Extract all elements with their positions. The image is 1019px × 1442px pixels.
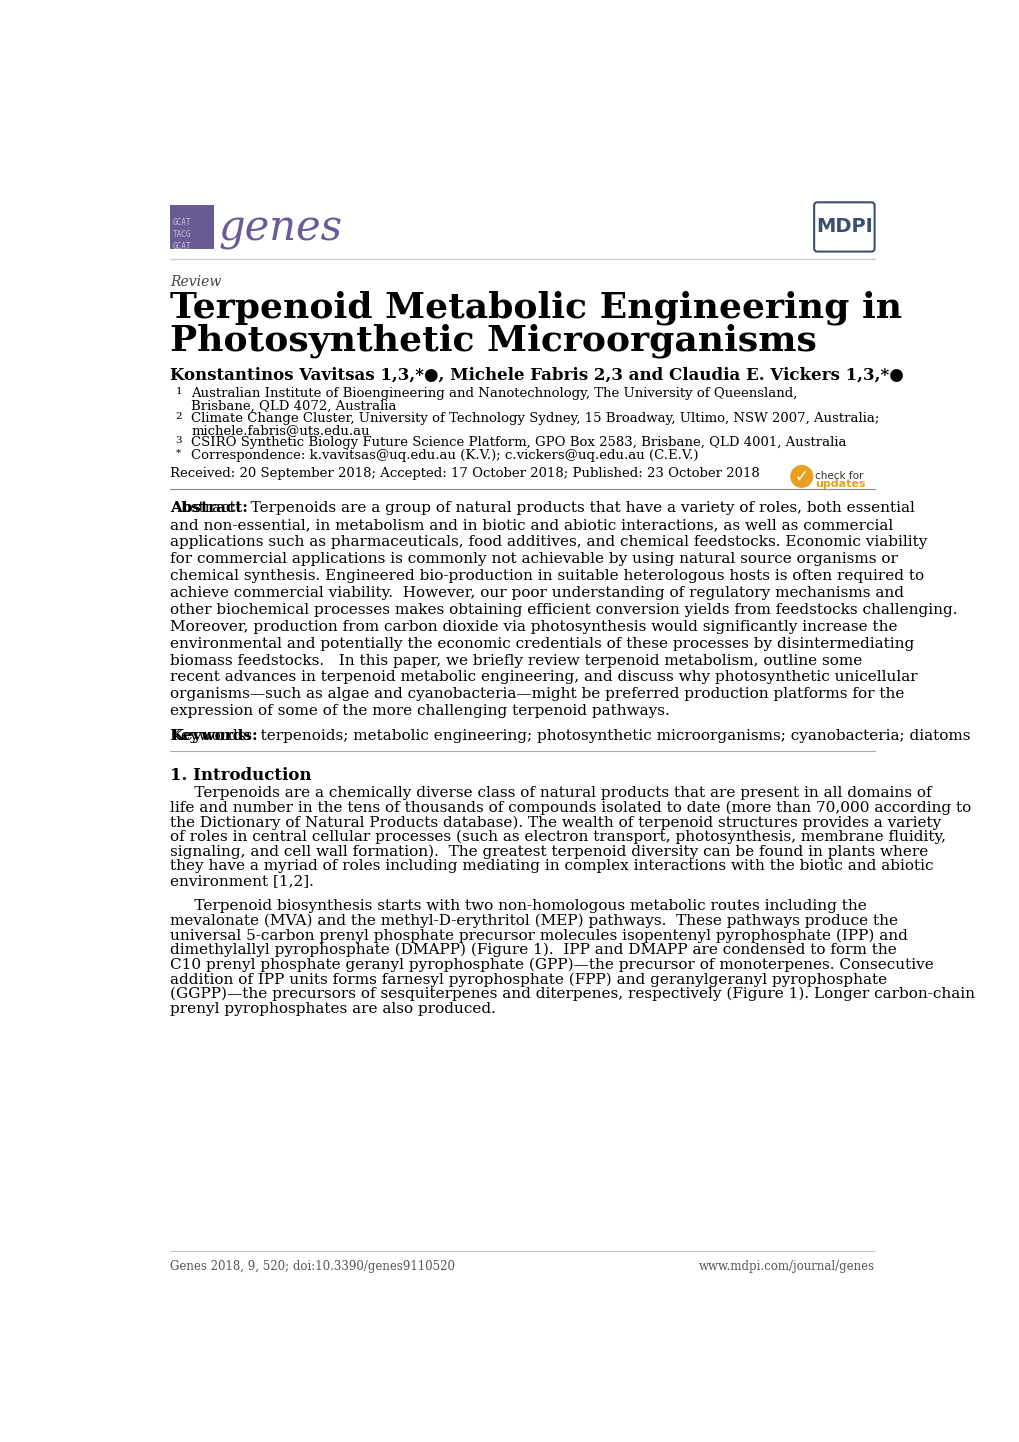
- Text: genes: genes: [218, 208, 341, 249]
- Text: Photosynthetic Microorganisms: Photosynthetic Microorganisms: [170, 323, 816, 358]
- Text: Abstract:: Abstract:: [170, 500, 248, 515]
- Text: life and number in the tens of thousands of compounds isolated to date (more tha: life and number in the tens of thousands…: [170, 800, 970, 815]
- Text: check for: check for: [814, 472, 862, 482]
- Text: organisms—such as algae and cyanobacteria—might be preferred production platform: organisms—such as algae and cyanobacteri…: [170, 688, 904, 701]
- Text: of roles in central cellular processes (such as electron transport, photosynthes: of roles in central cellular processes (…: [170, 829, 946, 844]
- Text: Terpenoid biosynthesis starts with two non-homologous metabolic routes including: Terpenoid biosynthesis starts with two n…: [170, 900, 866, 913]
- Text: prenyl pyrophosphates are also produced.: prenyl pyrophosphates are also produced.: [170, 1002, 495, 1015]
- Text: they have a myriad of roles including mediating in complex interactions with the: they have a myriad of roles including me…: [170, 859, 932, 872]
- Text: ✓: ✓: [794, 467, 808, 486]
- Text: updates: updates: [814, 479, 864, 489]
- Text: *: *: [175, 448, 180, 457]
- Text: achieve commercial viability.  However, our poor understanding of regulatory mec: achieve commercial viability. However, o…: [170, 585, 903, 600]
- Text: Terpenoid Metabolic Engineering in: Terpenoid Metabolic Engineering in: [170, 290, 902, 324]
- Text: environmental and potentially the economic credentials of these processes by dis: environmental and potentially the econom…: [170, 636, 913, 650]
- Text: CSIRO Synthetic Biology Future Science Platform, GPO Box 2583, Brisbane, QLD 400: CSIRO Synthetic Biology Future Science P…: [191, 437, 846, 450]
- Text: GCAT: GCAT: [172, 218, 191, 226]
- Text: the Dictionary of Natural Products database). The wealth of terpenoid structures: the Dictionary of Natural Products datab…: [170, 815, 941, 829]
- Text: MDPI: MDPI: [815, 218, 872, 236]
- Text: Genes 2018, 9, 520; doi:10.3390/genes9110520: Genes 2018, 9, 520; doi:10.3390/genes911…: [170, 1260, 454, 1273]
- Text: Climate Change Cluster, University of Technology Sydney, 15 Broadway, Ultimo, NS: Climate Change Cluster, University of Te…: [191, 412, 878, 425]
- Text: addition of IPP units forms farnesyl pyrophosphate (FPP) and geranylgeranyl pyro: addition of IPP units forms farnesyl pyr…: [170, 972, 887, 986]
- Text: michele.fabris@uts.edu.au: michele.fabris@uts.edu.au: [191, 424, 369, 437]
- Text: dimethylallyl pyrophosphate (DMAPP) (Figure 1).  IPP and DMAPP are condensed to : dimethylallyl pyrophosphate (DMAPP) (Fig…: [170, 943, 896, 957]
- Text: Moreover, production from carbon dioxide via photosynthesis would significantly : Moreover, production from carbon dioxide…: [170, 620, 897, 633]
- Text: www.mdpi.com/journal/genes: www.mdpi.com/journal/genes: [699, 1260, 874, 1273]
- Text: mevalonate (MVA) and the methyl-D-erythritol (MEP) pathways.  These pathways pro: mevalonate (MVA) and the methyl-D-erythr…: [170, 914, 898, 929]
- Text: recent advances in terpenoid metabolic engineering, and discuss why photosynthet: recent advances in terpenoid metabolic e…: [170, 671, 917, 685]
- Text: C10 prenyl phosphate geranyl pyrophosphate (GPP)—the precursor of monoterpenes. : C10 prenyl phosphate geranyl pyrophospha…: [170, 957, 933, 972]
- Text: signaling, and cell wall formation).  The greatest terpenoid diversity can be fo: signaling, and cell wall formation). The…: [170, 845, 927, 859]
- Text: 2: 2: [175, 412, 182, 421]
- Text: other biochemical processes makes obtaining efficient conversion yields from fee: other biochemical processes makes obtain…: [170, 603, 957, 617]
- Text: Australian Institute of Bioengineering and Nanotechnology, The University of Que: Australian Institute of Bioengineering a…: [191, 386, 797, 399]
- Text: Keywords:: Keywords:: [170, 730, 258, 743]
- Text: Konstantinos Vavitsas 1,3,*●, Michele Fabris 2,3 and Claudia E. Vickers 1,3,*●: Konstantinos Vavitsas 1,3,*●, Michele Fa…: [170, 368, 903, 384]
- Text: Abstract:  Terpenoids are a group of natural products that have a variety of rol: Abstract: Terpenoids are a group of natu…: [170, 500, 914, 515]
- Text: 1. Introduction: 1. Introduction: [170, 767, 312, 784]
- Text: and non-essential, in metabolism and in biotic and abiotic interactions, as well: and non-essential, in metabolism and in …: [170, 518, 893, 532]
- Text: 1: 1: [175, 386, 182, 397]
- Text: TACG: TACG: [172, 231, 191, 239]
- Text: Correspondence: k.vavitsas@uq.edu.au (K.V.); c.vickers@uq.edu.au (C.E.V.): Correspondence: k.vavitsas@uq.edu.au (K.…: [191, 448, 698, 461]
- Text: Review: Review: [170, 274, 221, 288]
- Text: 3: 3: [175, 437, 182, 446]
- Text: environment [1,2].: environment [1,2].: [170, 874, 314, 888]
- Text: Brisbane, QLD 4072, Australia: Brisbane, QLD 4072, Australia: [191, 399, 396, 412]
- Circle shape: [790, 466, 812, 487]
- Text: Terpenoids are a chemically diverse class of natural products that are present i: Terpenoids are a chemically diverse clas…: [170, 786, 930, 800]
- Text: (GGPP)—the precursors of sesquiterpenes and diterpenes, respectively (Figure 1).: (GGPP)—the precursors of sesquiterpenes …: [170, 986, 974, 1001]
- Text: Received: 20 September 2018; Accepted: 17 October 2018; Published: 23 October 20: Received: 20 September 2018; Accepted: 1…: [170, 467, 759, 480]
- Text: Keywords:  terpenoids; metabolic engineering; photosynthetic microorganisms; cya: Keywords: terpenoids; metabolic engineer…: [170, 730, 970, 743]
- Text: chemical synthesis. Engineered bio-production in suitable heterologous hosts is : chemical synthesis. Engineered bio-produ…: [170, 568, 923, 583]
- Text: universal 5-carbon prenyl phosphate precursor molecules isopentenyl pyrophosphat: universal 5-carbon prenyl phosphate prec…: [170, 929, 907, 943]
- Text: GCAT: GCAT: [172, 242, 191, 251]
- FancyBboxPatch shape: [170, 205, 213, 248]
- Text: biomass feedstocks.   In this paper, we briefly review terpenoid metabolism, out: biomass feedstocks. In this paper, we br…: [170, 653, 861, 668]
- Text: for commercial applications is commonly not achievable by using natural source o: for commercial applications is commonly …: [170, 552, 897, 565]
- Text: expression of some of the more challenging terpenoid pathways.: expression of some of the more challengi…: [170, 704, 669, 718]
- Text: applications such as pharmaceuticals, food additives, and chemical feedstocks. E: applications such as pharmaceuticals, fo…: [170, 535, 926, 549]
